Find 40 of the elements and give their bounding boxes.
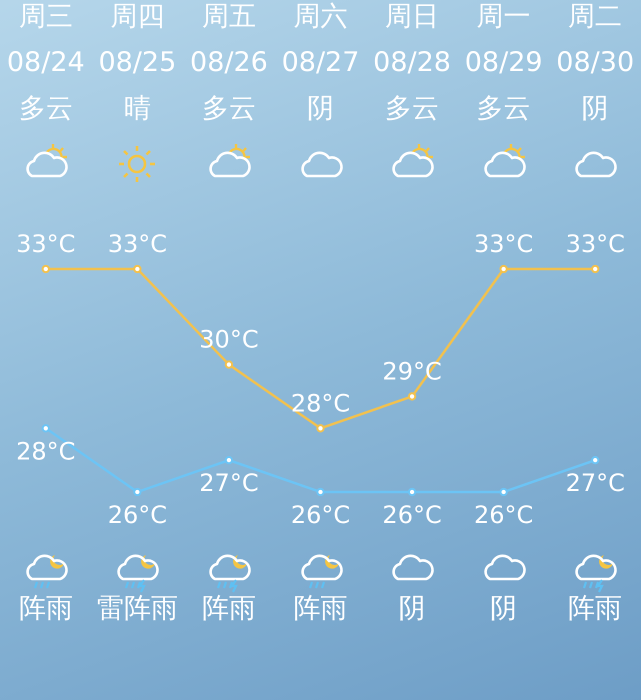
data-label: 26°C [474,501,534,529]
x-tick-label: 周一 08/29 多云 [464,1,543,124]
data-label: 27°C [199,469,259,498]
x-tick-label: 周三 08/24 多云 [6,1,85,124]
point [316,488,325,496]
point [224,360,234,369]
data-label: 26°C [290,501,350,529]
point [408,392,416,401]
text: 阵雨 [294,593,348,624]
point [591,264,600,274]
data-label: 26°C [382,501,442,529]
data-label: 28°C [290,389,350,418]
point [133,264,142,274]
point [42,264,50,274]
point [316,424,325,432]
text: 阴 [490,593,518,624]
data-label: 28°C [16,437,76,466]
text: 阵雨 [202,593,256,624]
point [224,456,234,464]
data-label: 33°C [474,230,534,258]
data-label: 26°C [108,501,168,529]
data-label: 27°C [566,469,625,498]
text: 阵雨 [18,593,73,624]
point [42,424,50,432]
data-label: 33°C [566,230,625,258]
data-label: 33°C [16,230,76,258]
point [591,456,600,464]
x-tick-label: 周四 08/25 晴 [98,1,176,124]
x-tick-label: 周二 08/30 阴 [556,1,634,124]
point [499,264,508,274]
text: 阴 [398,593,426,624]
text: 雷阵雨 [96,593,178,624]
point [133,488,142,496]
point [499,488,508,496]
data-label: 33°C [108,230,168,258]
x-tick-label: 周五 08/26 多云 [190,1,268,124]
text: 阵雨 [568,593,622,624]
x-tick-label: 周日 08/28 多云 [373,1,451,124]
x-tick-label: 周六 08/27 阴 [282,1,360,124]
point [408,488,416,496]
